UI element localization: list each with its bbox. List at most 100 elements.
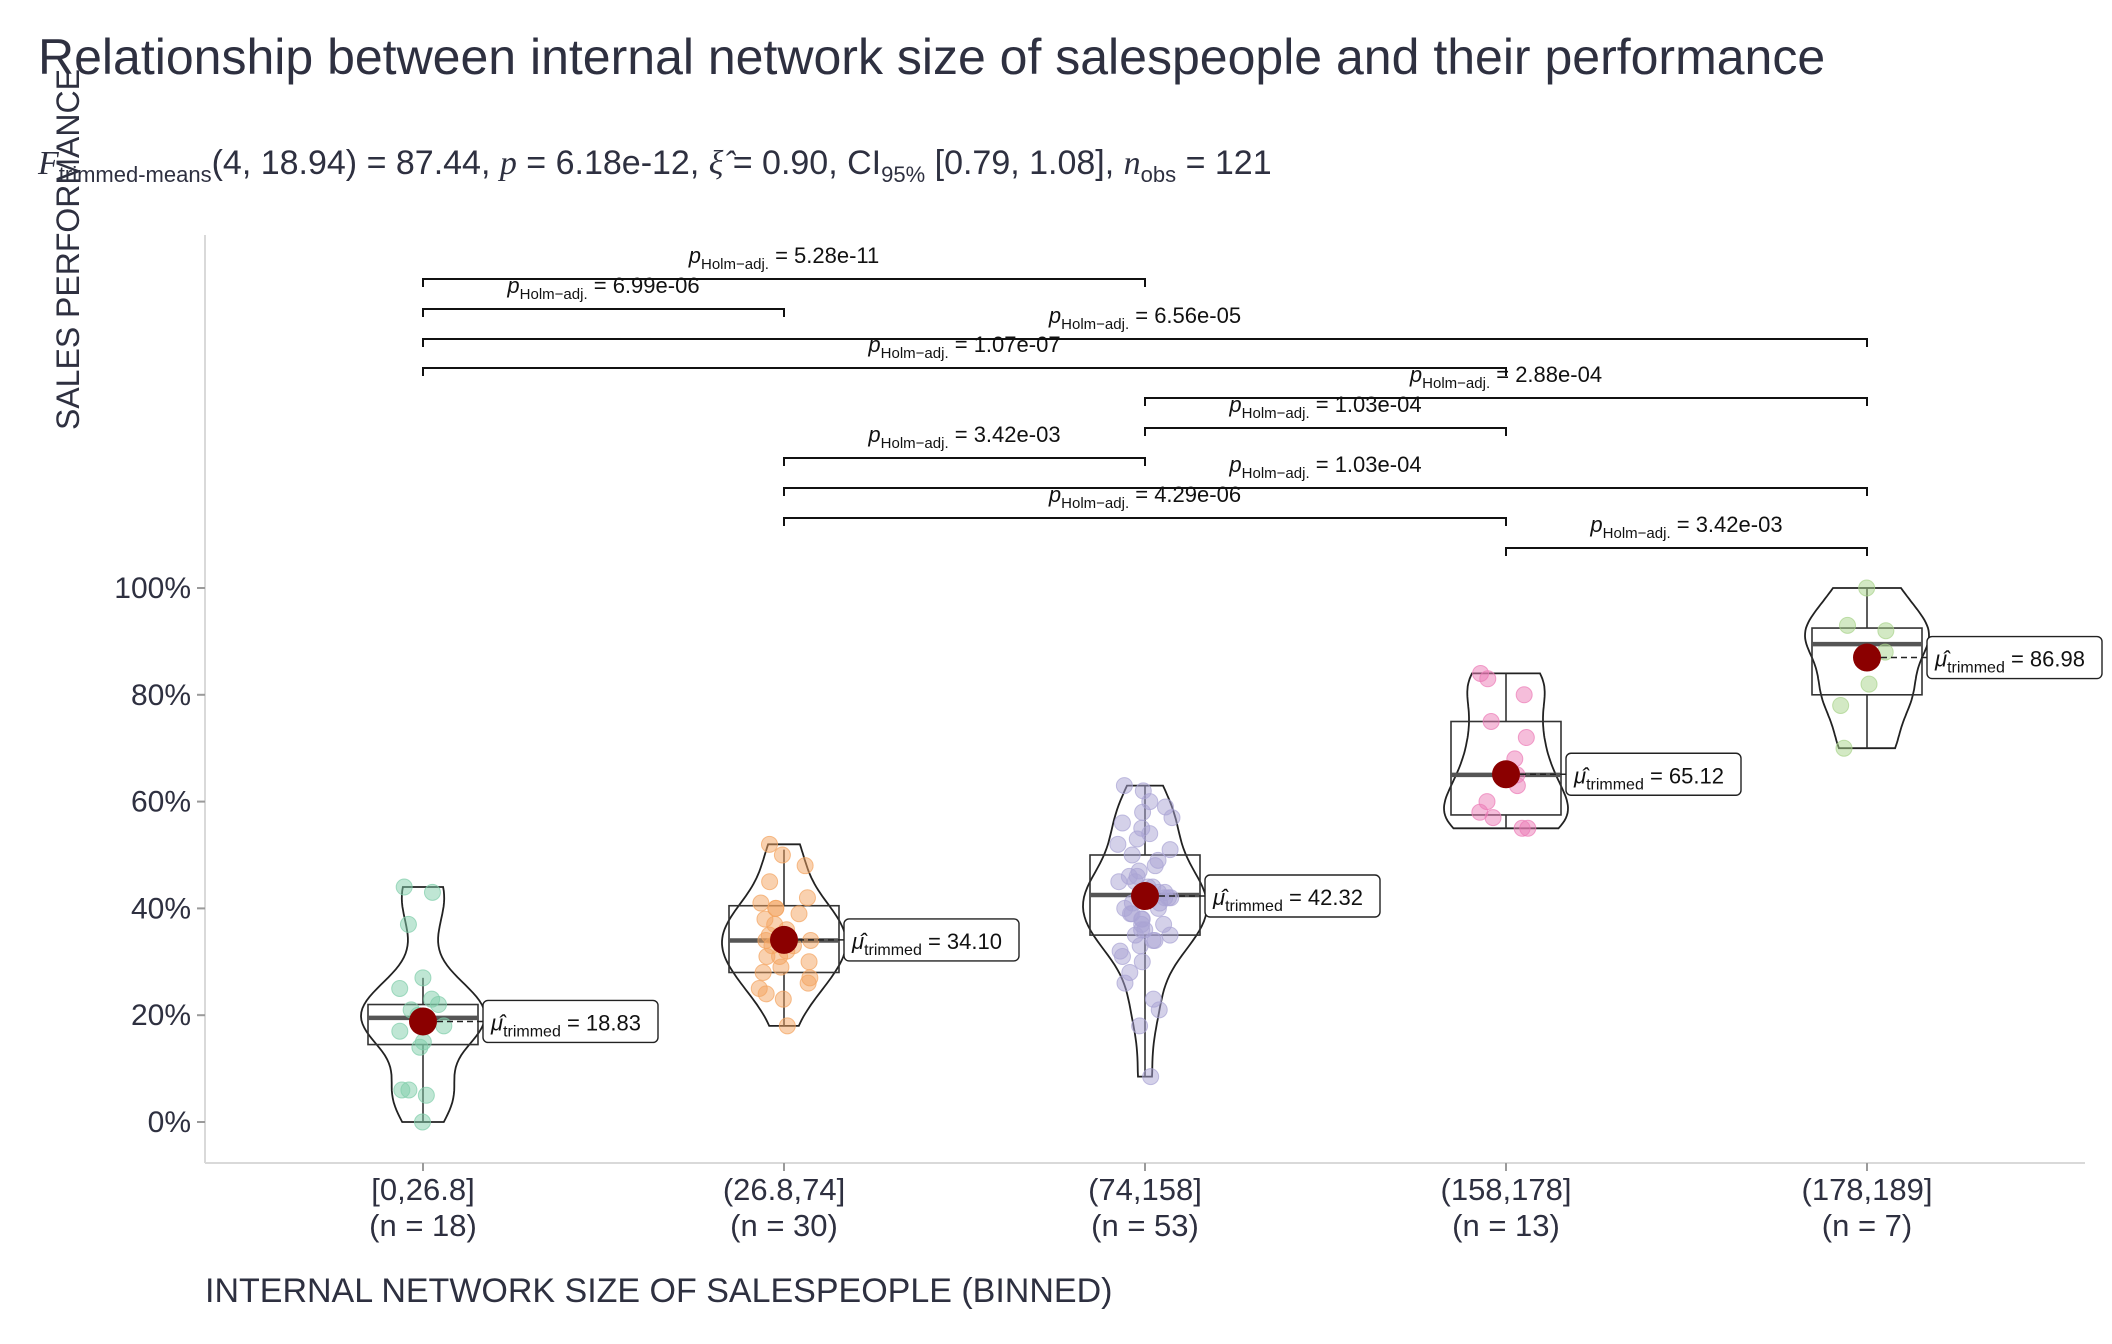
box-body xyxy=(1811,627,1923,696)
y-tick-label: 80% xyxy=(131,679,191,712)
trimmed-mean-point xyxy=(770,925,798,954)
data-point xyxy=(773,846,791,864)
pairwise-bracket xyxy=(1505,547,1868,556)
pairwise-bracket xyxy=(422,308,785,317)
data-point xyxy=(1123,846,1141,864)
data-point xyxy=(1877,622,1895,640)
y-tick-label: 0% xyxy=(148,1106,191,1139)
y-tick-label: 60% xyxy=(131,786,191,819)
data-point xyxy=(1111,942,1129,960)
data-point xyxy=(1515,686,1533,704)
data-point xyxy=(1115,777,1133,795)
trimmed-mean-point xyxy=(1131,882,1159,911)
x-tick-n-label: (n = 13) xyxy=(1452,1208,1560,1243)
pairwise-bracket xyxy=(783,517,1507,526)
data-point xyxy=(1142,1068,1160,1086)
data-point xyxy=(1144,990,1162,1008)
data-point xyxy=(1519,819,1537,837)
data-point xyxy=(1134,782,1152,800)
x-tick-n-label: (n = 53) xyxy=(1091,1208,1199,1243)
data-point xyxy=(796,857,814,875)
data-point xyxy=(1839,616,1857,634)
pairwise-label: pHolm−adj. = 3.42e-03 xyxy=(1589,512,1782,542)
data-point xyxy=(435,1017,453,1035)
data-point xyxy=(798,889,816,907)
mean-label-box xyxy=(482,999,659,1044)
data-point xyxy=(1155,915,1173,933)
data-point xyxy=(1858,579,1876,597)
data-point xyxy=(756,910,774,928)
mean-label: μ̂trimmed = 18.83 xyxy=(490,1010,641,1040)
p-value: = 6.18e-12, xyxy=(516,144,709,182)
data-point xyxy=(1482,713,1500,730)
mean-label-box xyxy=(843,918,1020,962)
data-point xyxy=(750,980,768,997)
data-point xyxy=(417,1086,435,1104)
data-point xyxy=(1130,862,1148,880)
pairwise-label: pHolm−adj. = 3.42e-03 xyxy=(867,422,1060,452)
stat-value: = 87.44, xyxy=(357,144,500,182)
data-point xyxy=(423,990,441,1008)
data-point xyxy=(1133,819,1151,837)
data-point xyxy=(752,894,770,912)
data-point xyxy=(1149,851,1167,869)
effect-symbol: ξ̂ xyxy=(708,145,724,182)
x-tick-label: [0,26.8] xyxy=(371,1172,474,1207)
data-point xyxy=(1109,835,1127,853)
data-point xyxy=(395,878,413,896)
data-point xyxy=(1478,793,1496,811)
chart-title: Relationship between internal network si… xyxy=(38,29,1826,85)
effect-value: = 0.90, CI xyxy=(723,144,882,182)
y-tick-label: 40% xyxy=(131,892,191,925)
data-point xyxy=(1832,696,1850,714)
data-point xyxy=(400,1081,418,1099)
data-point xyxy=(391,1022,409,1040)
pairwise-label: pHolm−adj. = 6.99e-06 xyxy=(506,273,699,303)
data-point xyxy=(774,990,792,1008)
pairwise-label: pHolm−adj. = 1.03e-04 xyxy=(1228,392,1421,422)
stat-args: (4, 18.94) xyxy=(211,144,358,182)
pairwise-bracket xyxy=(422,338,1868,347)
n-sub: obs xyxy=(1140,161,1177,187)
data-point xyxy=(1860,675,1878,693)
data-point xyxy=(423,883,441,901)
mean-label-box xyxy=(1204,874,1381,918)
data-point xyxy=(1835,739,1853,757)
data-point xyxy=(413,1113,431,1131)
data-point xyxy=(1121,963,1139,981)
data-point xyxy=(1131,1017,1149,1035)
pairwise-bracket xyxy=(783,457,1146,466)
box-body xyxy=(1450,720,1562,816)
data-point xyxy=(414,1033,432,1051)
pairwise-label: pHolm−adj. = 1.03e-04 xyxy=(1228,452,1421,482)
data-point xyxy=(414,969,432,987)
pairwise-bracket xyxy=(422,278,1146,287)
y-tick-label: 20% xyxy=(131,999,191,1032)
x-tick-label: (26.8,74] xyxy=(723,1172,845,1207)
data-point xyxy=(800,953,818,971)
x-tick-label: (158,178] xyxy=(1441,1172,1572,1207)
pairwise-bracket xyxy=(422,367,1507,376)
data-point xyxy=(399,915,417,933)
mean-label-box xyxy=(1565,752,1742,796)
pairwise-label: pHolm−adj. = 1.07e-07 xyxy=(867,332,1060,362)
n-value: = 121 xyxy=(1176,144,1272,182)
data-point xyxy=(778,1017,796,1035)
n-symbol: n xyxy=(1123,145,1141,182)
pairwise-bracket xyxy=(1144,427,1507,436)
data-point xyxy=(761,873,779,891)
p-symbol: p xyxy=(499,145,517,182)
ci-value: [0.79, 1.08], xyxy=(925,144,1124,182)
data-point xyxy=(1161,841,1179,859)
mean-label-box xyxy=(1926,635,2103,680)
data-point xyxy=(801,969,819,987)
mean-label: μ̂trimmed = 42.32 xyxy=(1212,885,1363,915)
data-point xyxy=(760,835,778,853)
x-tick-label: (178,189] xyxy=(1802,1172,1933,1207)
pairwise-label: pHolm−adj. = 5.28e-11 xyxy=(688,243,880,273)
x-axis-label: INTERNAL NETWORK SIZE OF SALESPEOPLE (BI… xyxy=(205,1272,1113,1310)
pairwise-bracket xyxy=(1144,397,1868,406)
stat-sub: trimmed-means xyxy=(58,161,212,187)
trimmed-mean-point xyxy=(1853,643,1881,672)
